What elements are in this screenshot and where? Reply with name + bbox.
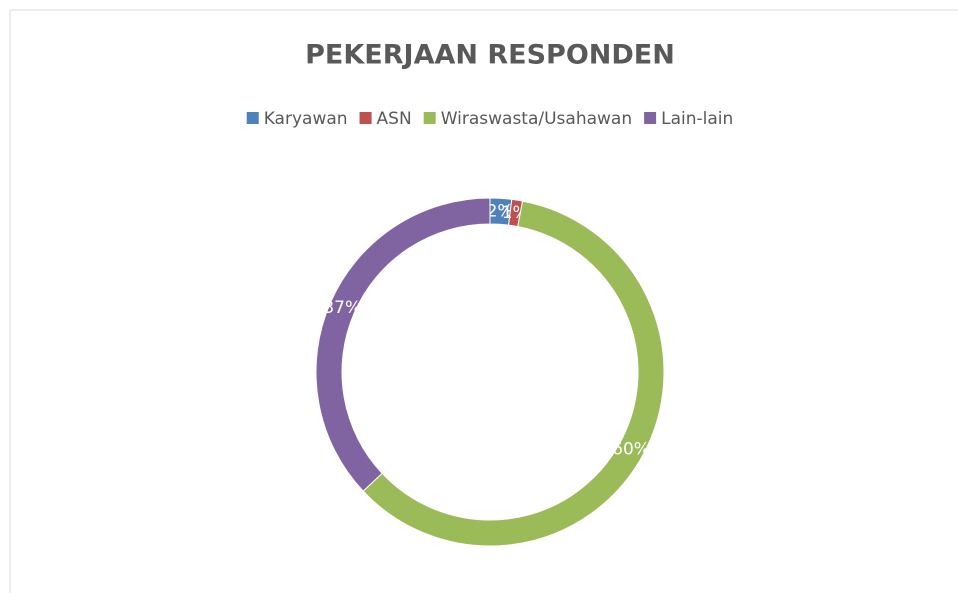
chart-title: PEKERJAAN RESPONDEN xyxy=(305,40,675,71)
legend-label: Wiraswasta/Usahawan xyxy=(441,109,632,129)
data-label: 37% xyxy=(323,298,361,318)
legend-swatch xyxy=(423,112,436,124)
legend-swatch xyxy=(246,112,259,124)
data-label: 60% xyxy=(612,440,650,460)
legend-label: ASN xyxy=(377,109,412,129)
legend: Karyawan ASN Wiraswasta/Usahawan Lain-lain xyxy=(246,109,733,129)
legend-label: Lain-lain xyxy=(661,109,733,129)
donut-slice xyxy=(315,197,491,492)
legend-swatch xyxy=(644,112,657,124)
legend-label: Karyawan xyxy=(264,109,348,129)
legend-swatch xyxy=(359,112,372,124)
data-label: 2% xyxy=(487,201,514,221)
donut-slice xyxy=(362,200,665,547)
